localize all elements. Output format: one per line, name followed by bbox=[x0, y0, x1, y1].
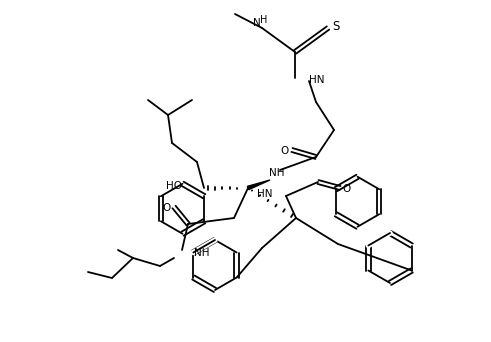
Text: O: O bbox=[281, 146, 289, 156]
Text: H: H bbox=[260, 15, 268, 25]
Text: NH: NH bbox=[269, 168, 285, 178]
Text: N: N bbox=[253, 18, 261, 28]
Text: HN: HN bbox=[309, 75, 325, 85]
Text: HO: HO bbox=[166, 181, 182, 191]
Polygon shape bbox=[247, 180, 270, 190]
Text: O: O bbox=[343, 184, 351, 194]
Text: NH: NH bbox=[194, 248, 210, 258]
Text: S: S bbox=[332, 19, 340, 32]
Text: O: O bbox=[163, 203, 171, 213]
Text: HN: HN bbox=[257, 189, 273, 199]
